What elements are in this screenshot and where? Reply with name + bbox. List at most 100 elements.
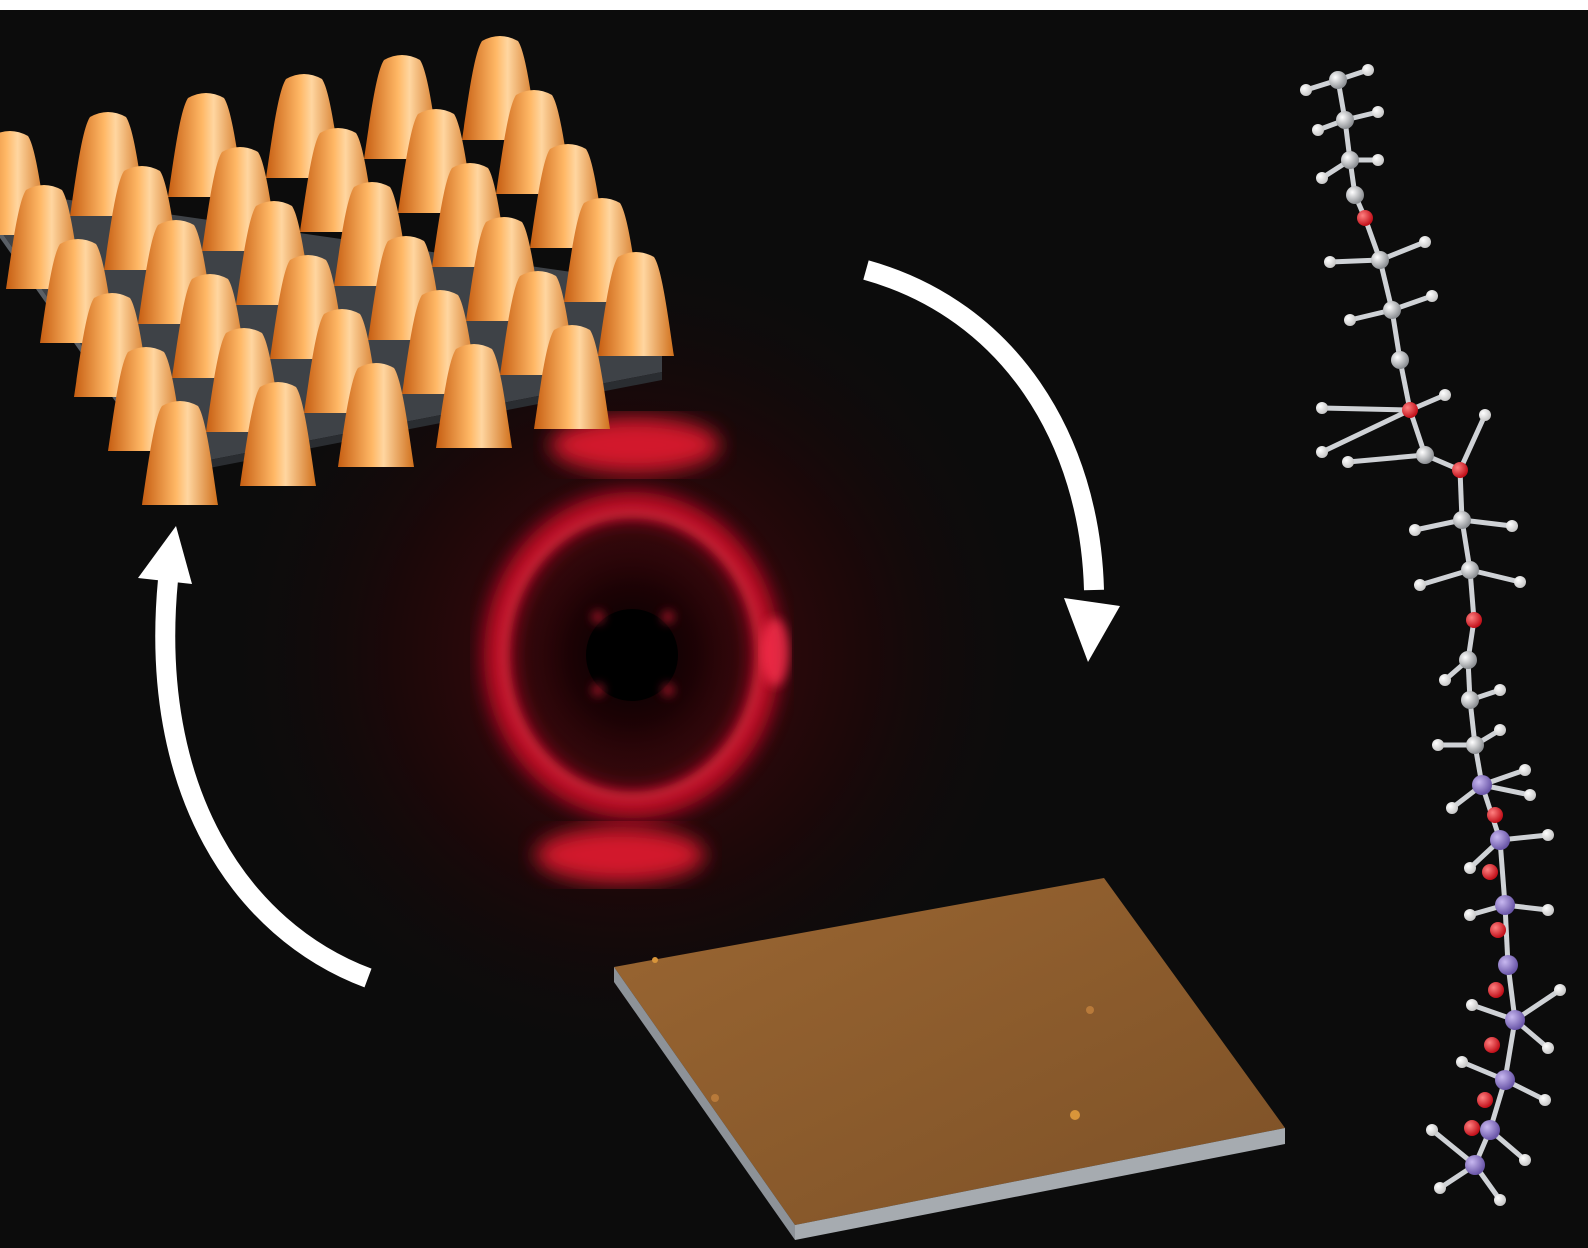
diffraction-ring-inner bbox=[501, 510, 763, 800]
molecule-bond bbox=[1502, 1019, 1518, 1081]
atom-hydrogen bbox=[1494, 1194, 1506, 1206]
atom-carbon bbox=[1459, 651, 1477, 669]
atom-hydrogen bbox=[1524, 789, 1536, 801]
diffraction-spot-bottom bbox=[535, 827, 705, 883]
pillar bbox=[338, 363, 414, 467]
atom-hydrogen bbox=[1414, 579, 1426, 591]
molecule-bond bbox=[1497, 839, 1508, 906]
arrow-right-shaft bbox=[863, 260, 1104, 591]
molecule-atoms bbox=[1300, 64, 1566, 1206]
atom-hydrogen bbox=[1409, 524, 1421, 536]
curved-arrow-down-icon bbox=[863, 260, 1120, 662]
atom-silicon bbox=[1495, 1070, 1515, 1090]
flat-film-icon bbox=[614, 878, 1285, 1240]
pillar bbox=[534, 325, 610, 429]
molecule-bonds bbox=[1305, 67, 1562, 1202]
atom-carbon bbox=[1383, 301, 1401, 319]
atom-silicon bbox=[1498, 955, 1518, 975]
atom-hydrogen bbox=[1426, 1124, 1438, 1136]
film-defect bbox=[711, 1094, 719, 1102]
film-defect bbox=[652, 957, 658, 963]
atom-hydrogen bbox=[1542, 829, 1554, 841]
molecule-bond bbox=[1502, 904, 1511, 966]
atom-oxygen bbox=[1488, 982, 1504, 998]
arrow-right-head bbox=[1064, 598, 1120, 662]
atom-oxygen bbox=[1357, 210, 1373, 226]
film-edge-front bbox=[795, 1128, 1285, 1240]
atom-oxygen bbox=[1402, 402, 1418, 418]
atom-carbon bbox=[1391, 351, 1409, 369]
atom-carbon bbox=[1461, 561, 1479, 579]
atom-hydrogen bbox=[1426, 290, 1438, 302]
nanopillar-array-icon bbox=[0, 36, 674, 505]
atom-hydrogen bbox=[1434, 1182, 1446, 1194]
atom-hydrogen bbox=[1446, 802, 1458, 814]
atom-hydrogen bbox=[1464, 909, 1476, 921]
diffraction-spot-top bbox=[550, 417, 720, 473]
atom-hydrogen bbox=[1479, 409, 1491, 421]
atom-hydrogen bbox=[1464, 862, 1476, 874]
atom-hydrogen bbox=[1542, 1042, 1554, 1054]
pillar bbox=[240, 382, 316, 486]
atom-oxygen bbox=[1466, 612, 1482, 628]
atom-hydrogen bbox=[1439, 389, 1451, 401]
atom-hydrogen bbox=[1372, 106, 1384, 118]
atom-silicon bbox=[1505, 1010, 1525, 1030]
atom-hydrogen bbox=[1372, 154, 1384, 166]
atom-hydrogen bbox=[1494, 684, 1506, 696]
pillar bbox=[436, 344, 512, 448]
atom-oxygen bbox=[1487, 807, 1503, 823]
atom-carbon bbox=[1371, 251, 1389, 269]
atom-hydrogen bbox=[1542, 904, 1554, 916]
arrow-left-head bbox=[138, 526, 192, 584]
atom-carbon bbox=[1461, 691, 1479, 709]
atom-hydrogen bbox=[1419, 236, 1431, 248]
atom-oxygen bbox=[1464, 1120, 1480, 1136]
atom-silicon bbox=[1465, 1155, 1485, 1175]
atom-hydrogen bbox=[1514, 576, 1526, 588]
atom-hydrogen bbox=[1342, 456, 1354, 468]
atom-hydrogen bbox=[1316, 446, 1328, 458]
atom-carbon bbox=[1453, 511, 1471, 529]
atom-silicon bbox=[1490, 830, 1510, 850]
film-edge-left bbox=[614, 967, 795, 1240]
atom-hydrogen bbox=[1344, 314, 1356, 326]
film-top-surface bbox=[614, 878, 1285, 1225]
molecule-bond bbox=[1320, 407, 1412, 455]
atom-carbon bbox=[1416, 446, 1434, 464]
atom-hydrogen bbox=[1432, 739, 1444, 751]
molecule-bond bbox=[1457, 413, 1488, 472]
atom-hydrogen bbox=[1316, 172, 1328, 184]
atom-hydrogen bbox=[1312, 124, 1324, 136]
atom-oxygen bbox=[1477, 1092, 1493, 1108]
pillar bbox=[598, 252, 674, 356]
atom-carbon bbox=[1466, 736, 1484, 754]
atom-hydrogen bbox=[1519, 764, 1531, 776]
atom-hydrogen bbox=[1456, 1056, 1468, 1068]
atom-hydrogen bbox=[1519, 1154, 1531, 1166]
atom-carbon bbox=[1341, 151, 1359, 169]
atom-silicon bbox=[1472, 775, 1492, 795]
film-defect bbox=[1086, 1006, 1094, 1014]
diffraction-small-spots bbox=[592, 611, 674, 696]
atom-oxygen bbox=[1452, 462, 1468, 478]
atom-oxygen bbox=[1490, 922, 1506, 938]
atom-hydrogen bbox=[1506, 520, 1518, 532]
atom-carbon bbox=[1336, 111, 1354, 129]
atom-hydrogen bbox=[1316, 402, 1328, 414]
atom-carbon bbox=[1329, 71, 1347, 89]
diffraction-spot-right bbox=[761, 618, 789, 686]
pillar bbox=[142, 401, 218, 505]
pillars bbox=[0, 36, 674, 505]
atom-hydrogen bbox=[1494, 724, 1506, 736]
top-strip bbox=[0, 0, 1588, 10]
arrow-left-shaft bbox=[155, 579, 372, 988]
atom-hydrogen bbox=[1554, 984, 1566, 996]
atom-hydrogen bbox=[1466, 999, 1478, 1011]
atom-hydrogen bbox=[1300, 84, 1312, 96]
atom-hydrogen bbox=[1539, 1094, 1551, 1106]
atom-oxygen bbox=[1482, 864, 1498, 880]
atom-hydrogen bbox=[1324, 256, 1336, 268]
